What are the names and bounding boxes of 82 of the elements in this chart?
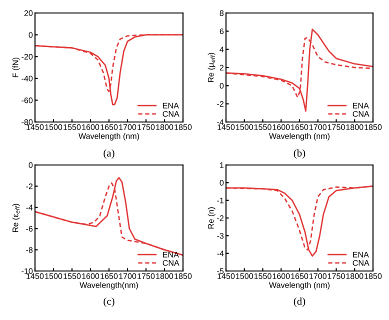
y-tick-label: 2 (220, 64, 224, 70)
y-axis-title: Re (n) (208, 207, 216, 229)
x-tick-label: 1700 (119, 273, 136, 279)
y-tick-label: -60 (22, 97, 33, 104)
x-tick-label: 1650 (291, 273, 308, 279)
x-tick-label: 1550 (64, 273, 81, 279)
y-tick-label: 0 (28, 32, 33, 38)
x-tick-label: 1550 (254, 273, 272, 279)
x-tick-label: 1750 (138, 273, 155, 279)
x-tick-label: 1700 (119, 124, 136, 130)
y-tick-label: 6 (220, 28, 224, 34)
x-tick-label: 1550 (64, 124, 81, 130)
x-tick-label: 1450 (26, 273, 44, 279)
y-axis-title: Re (μ$_{eff}$) (208, 52, 216, 82)
y-tick-label: -20 (22, 54, 33, 60)
legend-label: CNA (162, 111, 180, 117)
legend-label: ENA (163, 252, 179, 258)
x-tick-label: 1600 (272, 124, 290, 130)
x-tick-label: 1800 (156, 273, 174, 279)
x-tick-label: 1800 (346, 124, 364, 130)
y-tick-label: 1 (220, 162, 224, 168)
x-tick-label: 1750 (328, 124, 345, 130)
x-tick-label: 1850 (364, 124, 382, 130)
legend-label: ENA (353, 252, 369, 258)
legend-label: CNA (352, 260, 370, 266)
x-tick-label: 1450 (26, 124, 44, 130)
y-axis-title: Re (ε$_{eff}$) (12, 204, 20, 232)
x-tick-label: 1500 (236, 124, 254, 130)
x-tick-label: 1800 (156, 124, 174, 130)
y-tick-label: -5 (217, 268, 224, 274)
x-tick-label: 1650 (100, 124, 118, 130)
y-tick-label: -10 (22, 268, 33, 274)
x-tick-label: 1550 (254, 124, 272, 130)
x-tick-label: 1650 (100, 273, 118, 279)
x-tick-label: 1700 (310, 273, 327, 279)
y-tick-label: -6 (26, 226, 33, 232)
y-tick-label: -2 (217, 215, 224, 221)
x-axis-title: Wavelength (nm) (269, 132, 330, 140)
x-tick-label: 1750 (328, 273, 345, 279)
x-tick-label: 1450 (218, 273, 235, 279)
x-tick-label: 1850 (174, 124, 192, 130)
y-tick-label: -80 (22, 119, 33, 125)
x-tick-label: 1650 (291, 124, 308, 130)
y-tick-label: -2 (26, 183, 33, 190)
legend-label: CNA (162, 260, 180, 266)
legend-label: ENA (163, 102, 179, 108)
y-tick-label: 0 (220, 82, 224, 89)
y-tick-label: 20 (24, 10, 33, 16)
x-tick-label: 1500 (45, 273, 62, 279)
y-tick-label: -4 (26, 204, 33, 210)
y-tick-label: -8 (26, 247, 33, 253)
y-tick-label: -40 (22, 76, 33, 82)
y-tick-label: 4 (220, 46, 224, 52)
y-axis-title: F (fN) (12, 58, 20, 78)
legend-label: ENA (353, 102, 369, 108)
legend-label: CNA (352, 111, 370, 117)
x-axis-title: Wavelength (nm) (78, 132, 140, 140)
y-tick-label: -4 (217, 119, 224, 125)
y-tick-label: -4 (217, 250, 224, 256)
x-tick-label: 1500 (45, 124, 62, 130)
y-tick-label: 8 (220, 10, 224, 16)
x-tick-label: 1850 (364, 273, 382, 279)
text: (a) (104, 149, 114, 159)
x-axis-title: Wavelength(nm) (80, 282, 138, 290)
x-tick-label: 1600 (82, 273, 100, 279)
text: (b) (294, 149, 306, 159)
x-axis-title: Wavelength (nm) (269, 282, 330, 290)
x-tick-label: 1450 (218, 124, 235, 130)
y-tick-label: -1 (217, 198, 224, 204)
text: (d) (294, 298, 306, 307)
y-tick-label: -2 (217, 101, 224, 107)
x-tick-label: 1800 (346, 273, 364, 279)
x-tick-label: 1500 (236, 273, 254, 279)
y-tick-label: 0 (220, 180, 224, 186)
y-tick-label: -3 (217, 232, 224, 239)
x-tick-label: 1600 (272, 273, 290, 279)
y-tick-label: 0 (28, 162, 33, 168)
x-tick-label: 1700 (310, 124, 327, 130)
x-tick-label: 1750 (138, 124, 155, 130)
text: (c) (104, 298, 114, 307)
x-tick-label: 1850 (174, 273, 192, 279)
x-tick-label: 1600 (82, 124, 100, 130)
